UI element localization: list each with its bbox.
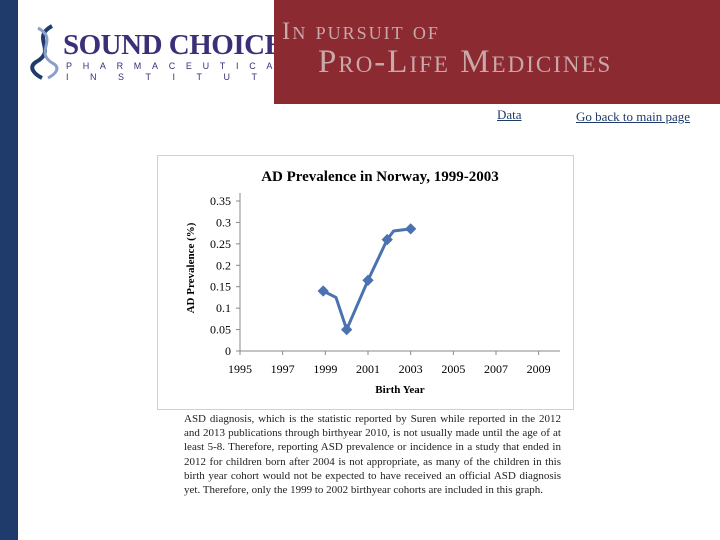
chart-title: AD Prevalence in Norway, 1999-2003 <box>261 169 499 185</box>
logo-subtitle-1: PHARMACEUTICAL <box>66 61 299 71</box>
y-axis-label: AD Prevalence (%) <box>185 222 197 313</box>
y-tick-label: 0.1 <box>216 301 231 315</box>
y-tick-label: 0.25 <box>210 237 231 251</box>
y-tick-label: 0.2 <box>216 258 231 272</box>
data-link[interactable]: Data <box>497 107 522 122</box>
y-tick-label: 0.35 <box>210 194 231 208</box>
y-tick-label: 0.3 <box>216 215 231 229</box>
logo: SOUND CHOICE PHARMACEUTICAL INSTITUTE <box>18 0 288 104</box>
x-tick-label: 2001 <box>356 362 380 376</box>
x-tick-label: 1999 <box>313 362 337 376</box>
footnote: ASD diagnosis, which is the statistic re… <box>184 413 561 497</box>
data-point <box>362 274 374 286</box>
x-tick-label: 1997 <box>271 362 295 376</box>
y-tick-label: 0 <box>225 344 231 358</box>
back-to-main-link[interactable]: Go back to main page <box>576 109 691 124</box>
data-point <box>405 223 417 235</box>
banner-tagline-1: In pursuit of <box>282 18 440 45</box>
x-tick-label: 2005 <box>441 362 465 376</box>
logo-subtitle-2: INSTITUTE <box>66 72 306 82</box>
y-tick-label: 0.15 <box>210 280 231 294</box>
dna-helix-icon <box>30 24 59 80</box>
y-tick-label: 0.05 <box>210 323 231 337</box>
header-banner: In pursuit of Pro-Life Medicines <box>274 0 720 104</box>
data-point <box>341 323 353 336</box>
chart: AD Prevalence in Norway, 1999-2003 0 0.05 0… <box>185 169 560 396</box>
logo-name: SOUND CHOICE <box>63 29 284 61</box>
x-tick-label: 2007 <box>484 362 508 376</box>
x-tick-label: 2009 <box>527 362 551 376</box>
x-tick-label: 1995 <box>228 362 252 376</box>
x-tick-label: 2003 <box>399 362 423 376</box>
x-axis-label: Birth Year <box>375 384 425 396</box>
left-accent-bar <box>0 0 18 540</box>
banner-tagline-2: Pro-Life Medicines <box>318 44 613 80</box>
data-point <box>317 285 329 297</box>
data-point <box>381 233 393 246</box>
